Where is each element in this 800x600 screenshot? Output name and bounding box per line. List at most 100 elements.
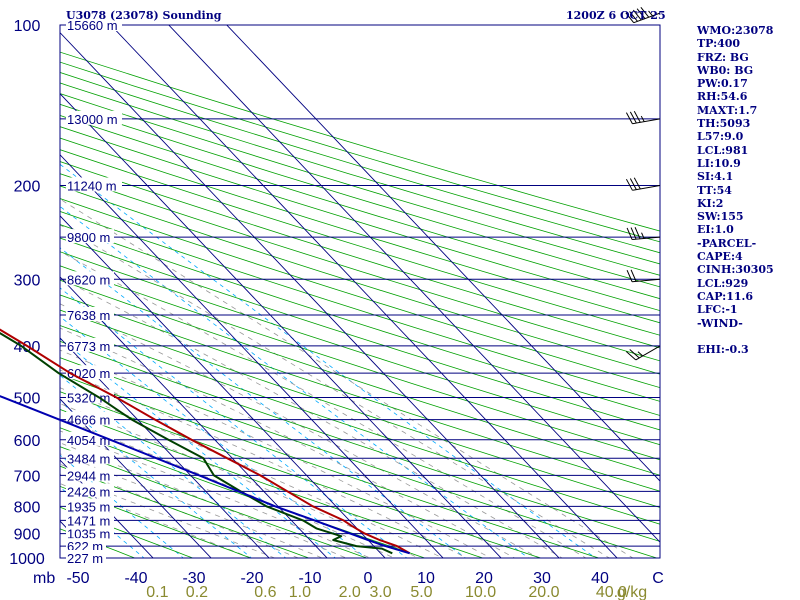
mixing-ratio-label: 1.0	[289, 584, 311, 600]
index-item: SW:155	[697, 210, 744, 224]
wind-barb-staff	[633, 12, 661, 24]
height-label-bg	[66, 550, 106, 564]
height-label-bg	[66, 483, 114, 498]
height-label-bg	[66, 538, 106, 553]
wind-barb-staff	[632, 278, 661, 283]
index-item: L57:9.0	[697, 130, 744, 144]
wind-barb-flag	[625, 351, 637, 361]
index-item: WB0: BG	[697, 63, 754, 77]
height-label: 2426 m	[67, 484, 110, 499]
grid-layer	[0, 13, 660, 569]
dry-adiabat-line	[60, 115, 660, 300]
isotherm-line	[60, 93, 502, 558]
moist-adiabat-line	[60, 198, 634, 558]
wind-barb	[625, 345, 661, 361]
mixing-ratio-label: 0.1	[146, 584, 168, 600]
dry-adiabat-line	[60, 82, 660, 265]
station-title: U3078 (23078) Sounding	[66, 9, 222, 22]
index-item: LFC:-1	[697, 303, 738, 317]
index-item: LCL:929	[697, 276, 749, 290]
mixing-ratio-label: 10.0	[465, 584, 496, 600]
mixing-ratio-label: 20.0	[528, 584, 559, 600]
index-item: -PARCEL-	[697, 236, 757, 250]
wind-barb-flag	[626, 227, 633, 240]
wind-barb-half	[641, 232, 645, 239]
isotherm-line	[0, 13, 48, 569]
valid-time: 1200Z 6 OCT 25	[566, 9, 666, 22]
temperature-tick-label: -20	[240, 570, 263, 587]
mixing-ratio-label: 2.0	[339, 584, 361, 600]
wind-barb-flag	[625, 178, 633, 191]
parcel-path	[0, 395, 410, 555]
mixing-ratio-line	[60, 338, 336, 558]
index-item: TT:54	[697, 183, 732, 197]
height-label: 13000 m	[67, 112, 118, 127]
temperature-tick-label: C	[652, 570, 664, 587]
index-item: KI:2	[697, 196, 724, 210]
wind-barbs	[625, 7, 661, 361]
isotherm-line	[226, 25, 660, 482]
height-label-bg	[66, 467, 114, 482]
wind-barb-half	[640, 115, 645, 122]
dry-adiabat-line	[60, 237, 660, 431]
height-label-bg	[66, 365, 114, 380]
plot-frame	[59, 24, 661, 559]
height-label-bg	[66, 229, 114, 244]
pressure-tick-label: 300	[14, 272, 41, 289]
index-item: LCL:981	[697, 143, 749, 157]
pressure-tick-label: 900	[14, 527, 41, 544]
index-item: FRZ: BG	[697, 50, 749, 64]
mixing-ratio-line	[60, 163, 597, 558]
mixing-ratio-line	[60, 316, 367, 558]
dry-adiabat-line	[60, 103, 660, 288]
temperature-tick-label: -30	[182, 570, 205, 587]
isotherm-line	[110, 25, 618, 558]
dry-adiabat-line	[60, 251, 660, 446]
index-item: EHI:-0.3	[697, 343, 749, 357]
height-label: 6020 m	[67, 366, 110, 381]
moist-adiabat-line	[60, 224, 611, 558]
pressure-tick-label: 500	[14, 391, 41, 408]
height-label: 227 m	[67, 551, 103, 566]
moist-adiabat-line	[60, 250, 587, 558]
wind-barb-flag	[629, 178, 637, 190]
index-item: SI:4.1	[697, 170, 734, 184]
temperature-tick-label: 10	[417, 570, 435, 587]
dry-adiabat-line	[60, 265, 660, 461]
dry-adiabat-line	[60, 325, 660, 525]
height-label: 1471 m	[67, 513, 110, 528]
height-label: 11240 m	[67, 178, 117, 193]
dry-adiabat-line	[60, 409, 485, 558]
moist-adiabat-line	[60, 453, 324, 558]
pressure-tick-label: 400	[14, 339, 41, 356]
pressure-tick-label: 600	[14, 433, 41, 450]
wind-barb-flag	[630, 227, 637, 240]
height-label: 2944 m	[67, 468, 110, 483]
dry-adiabat-line	[60, 465, 310, 558]
dry-adiabat-line	[60, 198, 660, 389]
index-item: CAPE:4	[697, 250, 743, 264]
height-label: 1935 m	[67, 499, 110, 514]
mixing-ratio-label: 0.6	[254, 584, 276, 600]
wind-barb-flag	[629, 111, 637, 124]
dry-adiabat-line	[60, 279, 660, 476]
height-label-bg	[66, 177, 122, 192]
height-label: 5320 m	[67, 391, 110, 406]
mixing-ratio-unit-label: g/kg	[617, 584, 647, 600]
height-label-bg	[66, 110, 122, 125]
temperature-tick-label: 0	[364, 570, 373, 587]
wind-barb-flag	[625, 112, 633, 124]
index-item: CINH:30305	[697, 263, 774, 277]
height-label-bg	[66, 431, 114, 446]
height-label-bg	[66, 498, 114, 513]
index-item: PW:0.17	[697, 77, 748, 91]
dry-adiabat-line	[60, 340, 660, 542]
dry-adiabat-line	[60, 126, 660, 312]
dry-adiabat-line	[60, 137, 660, 324]
moist-adiabat-line	[60, 442, 348, 558]
pressure-unit-label: mb	[33, 570, 55, 587]
isotherm-line	[60, 31, 560, 558]
dry-adiabat-line	[60, 161, 660, 349]
wind-barb-flag	[634, 227, 641, 240]
wind-barb-flag	[629, 11, 638, 22]
